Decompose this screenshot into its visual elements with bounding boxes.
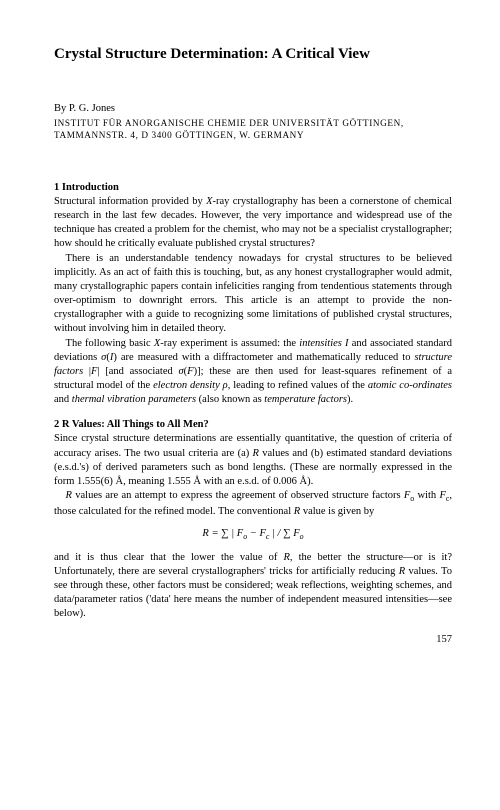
paragraph: R values are an attempt to express the a… xyxy=(54,489,452,519)
paragraph: Structural information provided by X-ray… xyxy=(54,195,452,252)
byline: By P. G. Jones xyxy=(54,103,452,114)
section-2-body: Since crystal structure determinations a… xyxy=(54,432,452,621)
page-number: 157 xyxy=(54,634,452,645)
text-run: ) are measured with a diffractometer and… xyxy=(113,352,414,363)
text-italic: electron density ρ xyxy=(153,380,228,391)
text-run: -ray experiment is assumed: the xyxy=(160,338,299,349)
text-run: with xyxy=(414,490,439,501)
paper-title: Crystal Structure Determination: A Criti… xyxy=(54,46,452,63)
text-italic: temperature factors xyxy=(264,394,347,405)
text-italic: thermal vibration parameters xyxy=(72,394,196,405)
equation: R = ∑ | Fo − Fc | / ∑ Fo xyxy=(54,527,452,543)
section-1-body: Structural information provided by X-ray… xyxy=(54,195,452,408)
text-run: values are an attempt to express the agr… xyxy=(72,490,404,501)
text-run: | [and associated xyxy=(97,366,178,377)
text-run: (also known as xyxy=(196,394,264,405)
text-run: The following basic xyxy=(66,338,154,349)
paragraph: and it is thus clear that the lower the … xyxy=(54,551,452,622)
text-run: and it is thus clear that the lower the … xyxy=(54,552,283,563)
paragraph: The following basic X-ray experiment is … xyxy=(54,337,452,408)
page-container: Crystal Structure Determination: A Criti… xyxy=(0,0,500,665)
text-italic: atomic co-ordinates xyxy=(368,380,452,391)
text-run: Structural information provided by xyxy=(54,196,206,207)
text-run: , leading to refined values of the xyxy=(228,380,368,391)
text-italic: intensities I xyxy=(299,338,351,349)
text-run: and xyxy=(54,394,72,405)
text-run: value is given by xyxy=(300,506,374,517)
affiliation-line: INSTITUT FÜR ANORGANISCHE CHEMIE DER UNI… xyxy=(54,118,404,128)
text-run: ). xyxy=(347,394,353,405)
affiliation-line: TAMMANNSTR. 4, D 3400 GÖTTINGEN, W. GERM… xyxy=(54,130,304,140)
affiliation: INSTITUT FÜR ANORGANISCHE CHEMIE DER UNI… xyxy=(54,118,452,142)
formula-text: R xyxy=(202,528,208,539)
section-heading-1: 1 Introduction xyxy=(54,182,452,193)
paragraph: Since crystal structure determinations a… xyxy=(54,432,452,489)
section-heading-2: 2 R Values: All Things to All Men? xyxy=(54,419,452,430)
paragraph: There is an understandable tendency nowa… xyxy=(54,252,452,337)
